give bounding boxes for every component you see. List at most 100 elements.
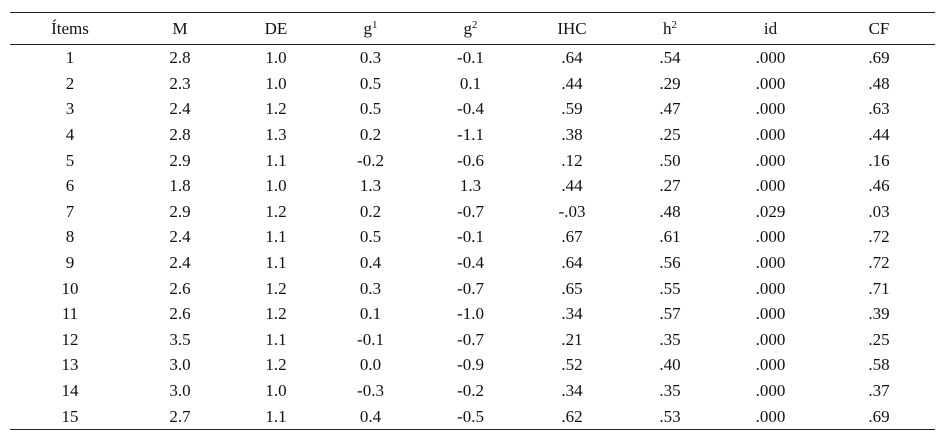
table-cell: 2.8 [169, 125, 191, 145]
table-row: 9 2.4 1.1 0.4 -0.4 .64 .56 .000 .72 [10, 250, 935, 276]
table-cell: .40 [659, 355, 681, 375]
table-cell: .000 [755, 406, 786, 426]
table-cell: .000 [755, 73, 786, 93]
header-text: Ítems [51, 18, 89, 38]
table-cell: .25 [868, 329, 890, 349]
table-cell: 2.8 [169, 48, 191, 68]
table-cell: 1.0 [265, 381, 287, 401]
table-row: 7 2.9 1.2 0.2 -0.7 -.03 .48 .029 .03 [10, 199, 935, 225]
table-row: 4 2.8 1.3 0.2 -1.1 .38 .25 .000 .44 [10, 122, 935, 148]
table-cell: .39 [868, 304, 890, 324]
table-cell: 7 [65, 201, 75, 221]
table-cell: 2.4 [169, 99, 191, 119]
table-cell: -0.6 [457, 150, 484, 170]
table-cell: .29 [659, 73, 681, 93]
table-cell: .03 [868, 201, 890, 221]
table-row: 3 2.4 1.2 0.5 -0.4 .59 .47 .000 .63 [10, 96, 935, 122]
table-cell: .65 [561, 278, 583, 298]
table-cell: .000 [755, 329, 786, 349]
table-cell: .44 [561, 176, 583, 196]
table-cell: 1.2 [265, 278, 287, 298]
table-cell: -0.3 [357, 381, 384, 401]
table-cell: .35 [659, 329, 681, 349]
table-cell: -0.5 [457, 406, 484, 426]
table-cell: 1.1 [265, 253, 287, 273]
table-cell: .35 [659, 381, 681, 401]
table-cell: .44 [561, 73, 583, 93]
header-cell: M [130, 13, 230, 45]
table-cell: 0.2 [359, 201, 382, 221]
table-cell: .12 [561, 150, 583, 170]
table-cell: 1.1 [265, 329, 287, 349]
table-cell: .53 [659, 406, 681, 426]
table-cell: -0.7 [457, 278, 484, 298]
table-cell: 0.1 [459, 73, 482, 93]
table-cell: .000 [755, 355, 786, 375]
table-cell: 8 [65, 227, 75, 247]
header-text: id [763, 18, 778, 38]
header-superscript: 2 [472, 18, 478, 31]
table-cell: -0.7 [457, 201, 484, 221]
table-header: Ítems M DE g1 g2 IHC h2 id CF [10, 12, 935, 45]
table-cell: 2.4 [169, 253, 191, 273]
table-cell: 13 [61, 355, 79, 375]
table-cell: .46 [868, 176, 890, 196]
table-cell: 0.5 [359, 227, 382, 247]
table-body: 1 2.8 1.0 0.3 -0.1 .64 .54 .000 .69 2 2.3 1.0 0.5 0.1… [10, 45, 935, 430]
table-row: 12 3.5 1.1 -0.1 -0.7 .21 .35 .000 .25 [10, 327, 935, 353]
table-cell: 1.3 [265, 125, 287, 145]
table-cell: -0.4 [457, 253, 484, 273]
table-row: 5 2.9 1.1 -0.2 -0.6 .12 .50 .000 .16 [10, 147, 935, 173]
table-cell: 2.3 [169, 73, 191, 93]
table-cell: 0.2 [359, 125, 382, 145]
table-cell: 1.3 [459, 176, 482, 196]
table-cell: .69 [868, 48, 890, 68]
table-cell: .000 [755, 381, 786, 401]
table-cell: .58 [868, 355, 890, 375]
table-cell: .48 [659, 201, 681, 221]
table-cell: .029 [755, 201, 786, 221]
table-cell: 0.3 [359, 48, 382, 68]
table-cell: 1.2 [265, 304, 287, 324]
table-row: 8 2.4 1.1 0.5 -0.1 .67 .61 .000 .72 [10, 224, 935, 250]
table-cell: .50 [659, 150, 681, 170]
table-cell: -0.1 [457, 227, 484, 247]
table-row: 15 2.7 1.1 0.4 -0.5 .62 .53 .000 .69 [10, 403, 935, 430]
header-cell: id [718, 13, 823, 45]
table-cell: 1.0 [265, 176, 287, 196]
data-table: Ítems M DE g1 g2 IHC h2 id CF 1 2.8 1.0 0.3 -0.1.64.… [10, 12, 935, 430]
table-cell: -.03 [558, 201, 586, 221]
table-cell: .71 [868, 278, 890, 298]
table-cell: 1.0 [265, 73, 287, 93]
table-cell: 3.5 [169, 329, 191, 349]
table-cell: .38 [561, 125, 583, 145]
table-cell: 1.0 [265, 48, 287, 68]
table-cell: 0.5 [359, 99, 382, 119]
header-text: IHC [557, 18, 587, 38]
table-cell: .54 [659, 48, 681, 68]
table-cell: .27 [659, 176, 681, 196]
table-cell: 1 [65, 48, 75, 68]
table-cell: .37 [868, 381, 890, 401]
table-cell: -0.7 [457, 329, 484, 349]
table-cell: 0.3 [359, 278, 382, 298]
table-cell: 3 [65, 99, 75, 119]
header-cell: DE [230, 13, 322, 45]
table-cell: .55 [659, 278, 681, 298]
table-cell: 2.6 [169, 278, 191, 298]
header-cell: h2 [622, 13, 718, 45]
table-cell: 3.0 [169, 381, 191, 401]
table-cell: .000 [755, 125, 786, 145]
table-cell: 1.2 [265, 99, 287, 119]
table-cell: .69 [868, 406, 890, 426]
table-cell: -0.1 [457, 48, 484, 68]
table-cell: .61 [659, 227, 681, 247]
table-cell: 11 [61, 304, 79, 324]
table-cell: 1.3 [359, 176, 382, 196]
table-cell: .44 [868, 125, 890, 145]
table-cell: 0.0 [359, 355, 382, 375]
table-cell: 1.1 [265, 150, 287, 170]
table-cell: 9 [65, 253, 75, 273]
table-cell: -0.4 [457, 99, 484, 119]
